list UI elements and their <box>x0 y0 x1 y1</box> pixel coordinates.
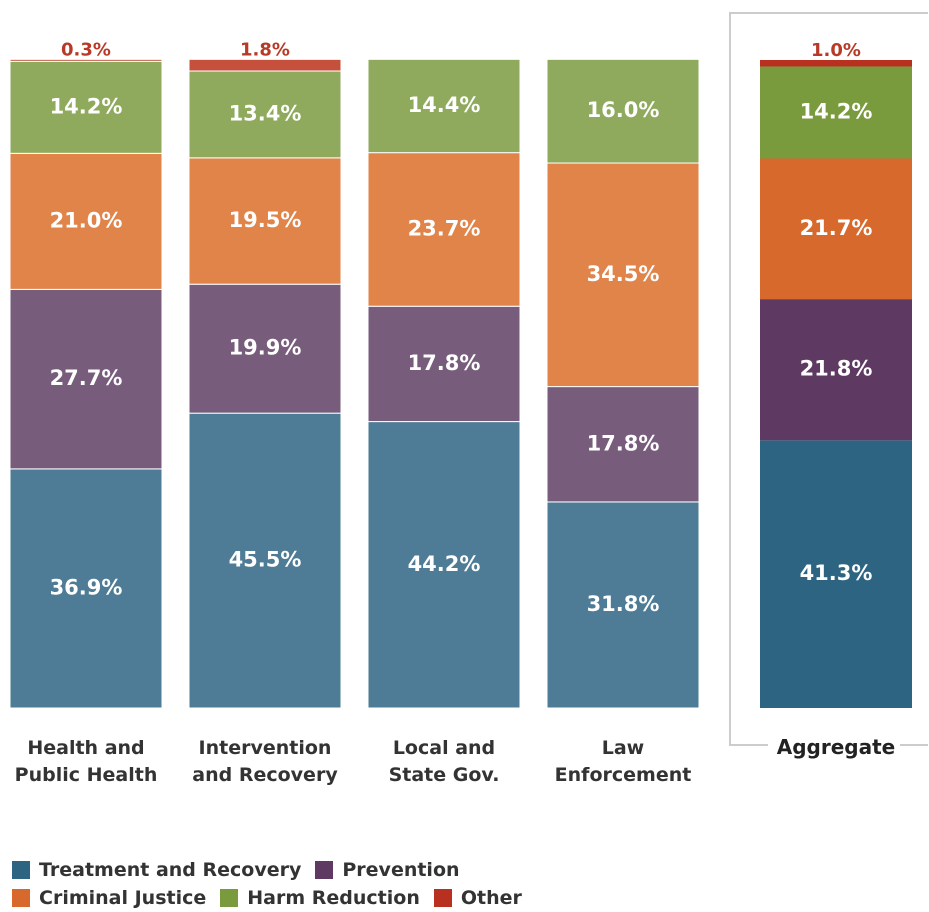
aggregate-bracket <box>729 12 928 746</box>
bar-aggregate-treatment-and-recovery <box>760 440 912 708</box>
legend-label-harm-reduction: Harm Reduction <box>247 887 420 909</box>
bar-law-enforcement-criminal-justice <box>546 162 700 388</box>
bar-health-and-public-health-treatment-and-recovery <box>9 468 163 709</box>
category-label-intervention-and-recovery-line-1: Intervention <box>199 737 332 759</box>
legend-swatch-prevention <box>315 861 334 879</box>
data-label-intervention-and-recovery-other: 1.8% <box>240 39 290 60</box>
legend-item-harm-reduction: Harm Reduction <box>220 887 420 909</box>
bar-local-and-state-gov-treatment-and-recovery <box>367 421 521 709</box>
legend-swatch-treatment-and-recovery <box>12 861 30 879</box>
data-label-law-enforcement-prevention: 17.8% <box>587 431 660 455</box>
data-label-aggregate-treatment-and-recovery: 41.3% <box>800 561 873 585</box>
data-label-law-enforcement-harm-reduction: 16.0% <box>587 98 660 122</box>
data-label-law-enforcement-criminal-justice: 34.5% <box>587 262 660 286</box>
bars-layer <box>9 58 912 709</box>
bar-local-and-state-gov-harm-reduction <box>367 58 521 154</box>
bar-law-enforcement-treatment-and-recovery <box>546 501 700 709</box>
category-label-law-enforcement-line-2: Enforcement <box>555 764 692 786</box>
bar-law-enforcement-prevention <box>546 386 700 503</box>
bar-intervention-and-recovery-harm-reduction <box>188 70 342 159</box>
legend-label-other: Other <box>460 887 522 909</box>
category-labels-layer: Health and Public Health Intervention and R… <box>15 735 896 786</box>
bar-aggregate-prevention <box>760 299 912 441</box>
legend-swatch-criminal-justice <box>12 889 30 907</box>
bar-law-enforcement-harm-reduction <box>546 58 700 164</box>
bar-aggregate-criminal-justice <box>760 158 912 300</box>
legend-item-other: Other <box>433 887 522 909</box>
category-label-health-and-public-health-line-2: Public Health <box>15 764 158 786</box>
data-label-aggregate-harm-reduction: 14.2% <box>800 99 873 123</box>
data-label-law-enforcement-treatment-and-recovery: 31.8% <box>587 592 660 616</box>
data-label-intervention-and-recovery-prevention: 19.9% <box>229 336 302 360</box>
data-label-aggregate-other: 1.0% <box>811 40 861 61</box>
category-label-health-and-public-health-line-1: Health and <box>27 737 144 759</box>
data-label-health-and-public-health-other: 0.3% <box>61 39 111 60</box>
data-label-local-and-state-gov-criminal-justice: 23.7% <box>408 216 481 240</box>
bar-health-and-public-health-prevention <box>9 288 163 470</box>
bar-health-and-public-health-other <box>9 58 163 62</box>
legend-label-prevention: Prevention <box>342 859 460 881</box>
data-label-aggregate-prevention: 21.8% <box>800 357 873 381</box>
category-label-aggregate: Aggregate <box>777 735 895 759</box>
legend: Treatment and Recovery Prevention Crimin… <box>12 856 912 912</box>
data-label-health-and-public-health-criminal-justice: 21.0% <box>50 208 123 232</box>
data-label-local-and-state-gov-treatment-and-recovery: 44.2% <box>408 552 481 576</box>
bar-intervention-and-recovery-prevention <box>188 283 342 414</box>
bar-local-and-state-gov-prevention <box>367 305 521 423</box>
data-label-intervention-and-recovery-criminal-justice: 19.5% <box>229 208 302 232</box>
legend-item-prevention: Prevention <box>315 859 460 881</box>
data-label-health-and-public-health-prevention: 27.7% <box>50 366 123 390</box>
legend-row-2: Criminal Justice Harm Reduction Other <box>12 884 912 912</box>
data-label-intervention-and-recovery-treatment-and-recovery: 45.5% <box>229 548 302 572</box>
data-label-intervention-and-recovery-harm-reduction: 13.4% <box>229 101 302 125</box>
bar-local-and-state-gov-criminal-justice <box>367 152 521 307</box>
category-label-local-and-state-gov-line-1: Local and <box>393 737 495 759</box>
category-label-law-enforcement-line-1: Law <box>602 737 644 759</box>
data-label-aggregate-criminal-justice: 21.7% <box>800 216 873 240</box>
data-label-local-and-state-gov-harm-reduction: 14.4% <box>408 93 481 117</box>
bar-intervention-and-recovery-other <box>188 58 342 72</box>
bar-intervention-and-recovery-criminal-justice <box>188 157 342 285</box>
segment-labels-layer: 36.9% 27.7% 21.0% 14.2% 0.3% 45.5% 19.9% 19.5% 1… <box>50 39 873 616</box>
category-label-local-and-state-gov-line-2: State Gov. <box>389 764 500 786</box>
legend-swatch-other <box>433 889 452 907</box>
legend-swatch-harm-reduction <box>220 889 239 907</box>
bar-aggregate-other <box>760 60 912 67</box>
bar-health-and-public-health-harm-reduction <box>9 60 163 154</box>
data-label-local-and-state-gov-prevention: 17.8% <box>408 351 481 375</box>
legend-item-treatment-and-recovery: Treatment and Recovery <box>12 859 301 881</box>
legend-label-treatment-and-recovery: Treatment and Recovery <box>39 859 302 881</box>
legend-row-1: Treatment and Recovery Prevention <box>12 856 912 884</box>
category-label-intervention-and-recovery-line-2: and Recovery <box>192 764 338 786</box>
legend-item-criminal-justice: Criminal Justice <box>12 887 206 909</box>
legend-label-criminal-justice: Criminal Justice <box>39 887 207 909</box>
bar-aggregate-harm-reduction <box>760 66 912 159</box>
data-label-health-and-public-health-treatment-and-recovery: 36.9% <box>50 575 123 599</box>
data-label-health-and-public-health-harm-reduction: 14.2% <box>50 94 123 118</box>
